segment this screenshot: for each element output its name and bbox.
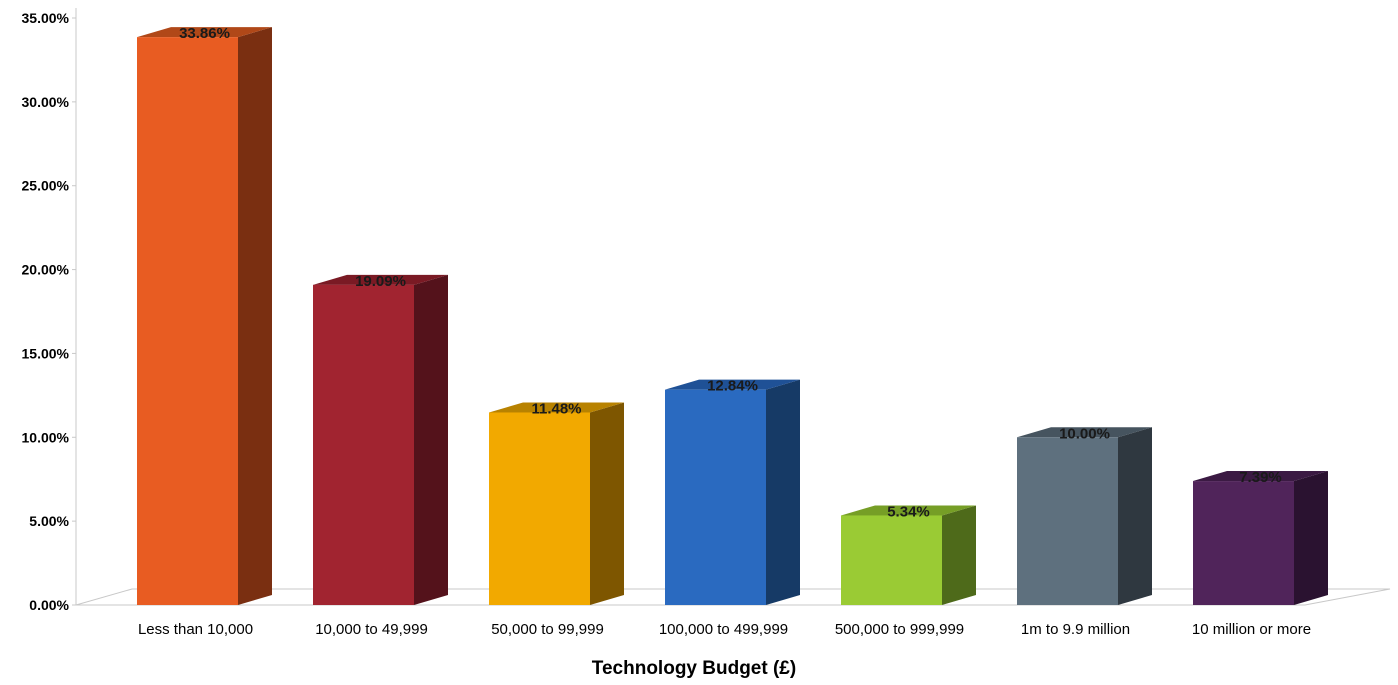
bar-front: [665, 389, 766, 605]
bar-front: [841, 515, 942, 605]
bar: [841, 505, 976, 605]
x-tick-label: 10 million or more: [1192, 621, 1311, 638]
data-label: 7.39%: [1239, 469, 1282, 486]
x-axis-title: Technology Budget (£): [592, 658, 796, 679]
data-label: 5.34%: [887, 503, 930, 520]
bar-side: [590, 402, 624, 605]
bar-top: [137, 27, 272, 38]
y-tick-label: 20.00%: [22, 262, 70, 278]
x-tick-label: Less than 10,000: [138, 621, 253, 638]
y-tick-label: 35.00%: [22, 10, 70, 26]
y-tick-label: 30.00%: [22, 94, 70, 110]
bar: [137, 27, 272, 605]
bar: [489, 402, 624, 605]
x-tick-label: 500,000 to 999,999: [835, 621, 964, 638]
bar-side: [1118, 427, 1152, 605]
bar-front: [137, 37, 238, 605]
bar-top: [841, 505, 976, 516]
x-tick-label: 10,000 to 49,999: [315, 621, 428, 638]
bar: [1193, 471, 1328, 605]
bar: [665, 379, 800, 605]
bar-top: [1017, 427, 1152, 438]
y-tick-label: 10.00%: [22, 429, 70, 445]
bar: [313, 274, 448, 605]
y-tick-label: 25.00%: [22, 178, 70, 194]
bar: [1017, 427, 1152, 605]
data-label: 10.00%: [1059, 425, 1110, 442]
data-label: 11.48%: [531, 400, 581, 417]
x-tick-label: 1m to 9.9 million: [1021, 621, 1130, 638]
bar-side: [238, 27, 272, 605]
y-axis: 0.00% 5.00% 10.00% 15.00% 20.00% 25.00% 30.00%…: [22, 8, 77, 613]
bar-side: [766, 379, 800, 605]
y-tick-label: 15.00%: [22, 345, 70, 361]
bars: [137, 27, 1328, 605]
x-tick-label: 50,000 to 99,999: [491, 621, 604, 638]
data-label: 12.84%: [707, 378, 758, 395]
bar-front: [1193, 481, 1294, 605]
data-label: 33.86%: [179, 25, 230, 42]
data-labels: 33.86% 19.09% 11.48% 12.84% 5.34% 10.00% 7.39%: [179, 25, 1282, 520]
bar-top: [1193, 471, 1328, 482]
bar-front: [489, 412, 590, 605]
x-tick-label: 100,000 to 499,999: [659, 621, 788, 638]
bar-side: [942, 505, 976, 605]
bar-side: [414, 274, 448, 605]
bar-top: [665, 379, 800, 390]
bar-top: [489, 402, 624, 413]
bar-top: [313, 274, 448, 285]
bar-front: [1017, 437, 1118, 605]
bar-front: [313, 284, 414, 605]
y-tick-label: 5.00%: [29, 513, 69, 529]
data-label: 19.09%: [355, 273, 406, 290]
bar-side: [1294, 471, 1328, 605]
y-tick-label: 0.00%: [29, 597, 69, 613]
x-axis-categories: Less than 10,000 10,000 to 49,999 50,000 t…: [138, 621, 1311, 638]
